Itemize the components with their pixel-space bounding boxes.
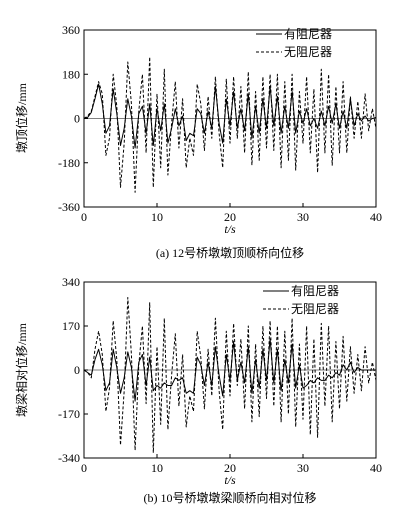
x-tick-label: 10 bbox=[151, 210, 163, 224]
x-tick-label: 10 bbox=[151, 461, 163, 475]
y-axis-label: 墩顶位移/mm bbox=[14, 82, 29, 153]
x-axis-label: t/s bbox=[224, 222, 236, 236]
y-tick-label: 360 bbox=[62, 23, 80, 37]
y-axis-label: 墩梁相对位移/mm bbox=[14, 322, 29, 417]
y-tick-label: 0 bbox=[74, 363, 80, 377]
legend-label-without-damper: 无阻尼器 bbox=[291, 302, 339, 316]
legend-label-without-damper: 无阻尼器 bbox=[284, 45, 332, 59]
x-tick-label: 20 bbox=[224, 461, 236, 475]
y-tick-label: -340 bbox=[58, 451, 80, 465]
y-tick-label: -360 bbox=[58, 200, 80, 214]
y-tick-label: -180 bbox=[58, 156, 80, 170]
legend-label-with-damper: 有阻尼器 bbox=[291, 284, 339, 298]
x-tick-label: 0 bbox=[81, 461, 87, 475]
series-line-without-damper bbox=[83, 297, 377, 454]
y-tick-label: 170 bbox=[62, 319, 80, 333]
x-axis-label: t/s bbox=[224, 473, 236, 487]
y-tick-label: 340 bbox=[62, 275, 80, 289]
x-tick-label: 0 bbox=[81, 210, 87, 224]
legend: 有阻尼器 无阻尼器 bbox=[263, 284, 339, 316]
y-tick-label: 0 bbox=[74, 112, 80, 126]
x-tick-label: 20 bbox=[224, 210, 236, 224]
legend: 有阻尼器 无阻尼器 bbox=[256, 27, 332, 59]
legend-label-with-damper: 有阻尼器 bbox=[284, 27, 332, 41]
y-tick-label: 180 bbox=[62, 67, 80, 81]
chart-caption: (a) 12号桥墩墩顶顺桥向位移 bbox=[156, 245, 304, 260]
chart-panel-a: 0 10 20 30 40 360 180 0 -180 -360 墩顶位移/mm t/s (a)… bbox=[14, 23, 382, 260]
x-tick-label: 40 bbox=[370, 461, 382, 475]
x-tick-label: 40 bbox=[370, 210, 382, 224]
series-line-without-damper bbox=[83, 56, 377, 193]
chart-panel-b: 0 10 20 30 40 340 170 0 -170 -340 墩梁相对位移/mm t/s (… bbox=[14, 275, 382, 505]
x-tick-label: 30 bbox=[297, 461, 309, 475]
x-tick-label: 30 bbox=[297, 210, 309, 224]
chart-caption: (b) 10号桥墩墩梁顺桥向相对位移 bbox=[144, 490, 317, 505]
y-tick-label: -170 bbox=[58, 407, 80, 421]
series-line-with-damper bbox=[83, 338, 376, 402]
